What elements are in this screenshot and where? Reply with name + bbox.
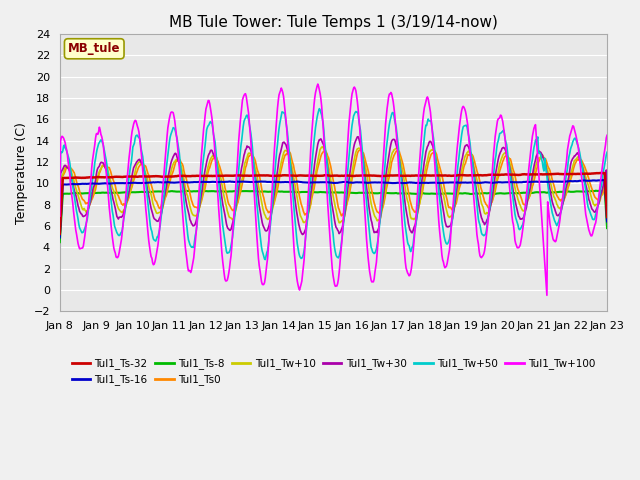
Tul1_Ts-32 <box>416 173 424 179</box>
Tul1_Tw+10 <box>178 165 186 170</box>
Line: Tul1_Tw+30: Tul1_Tw+30 <box>60 137 607 235</box>
Tul1_Ts-32 <box>400 173 408 179</box>
Tul1_Ts-16 <box>400 180 408 186</box>
Tul1_Tw+10 <box>335 220 343 226</box>
Tul1_Tw+30 <box>299 232 307 238</box>
Tul1_Tw+10 <box>604 210 611 216</box>
Title: MB Tule Tower: Tule Temps 1 (3/19/14-now): MB Tule Tower: Tule Temps 1 (3/19/14-now… <box>169 15 498 30</box>
Tul1_Ts-8 <box>416 191 424 196</box>
Tul1_Ts-16 <box>56 235 63 240</box>
Tul1_Ts-32 <box>66 175 74 181</box>
Tul1_Tw+10 <box>319 144 326 150</box>
Tul1_Ts-8 <box>56 240 63 245</box>
Tul1_Tw+10 <box>417 192 425 198</box>
Line: Tul1_Tw+50: Tul1_Tw+50 <box>60 108 607 260</box>
Tul1_Tw+30 <box>66 168 74 174</box>
Tul1_Tw+100 <box>207 106 214 111</box>
Tul1_Tw+30 <box>178 172 186 178</box>
Tul1_Ts-32 <box>597 170 605 176</box>
Tul1_Ts0 <box>122 201 130 206</box>
Tul1_Tw+50 <box>417 163 425 169</box>
Tul1_Ts-8 <box>604 225 611 231</box>
Tul1_Ts-8 <box>178 189 186 194</box>
Tul1_Tw+30 <box>355 134 362 140</box>
Line: Tul1_Ts-32: Tul1_Ts-32 <box>60 173 607 234</box>
Tul1_Ts-16 <box>122 180 130 186</box>
Tul1_Tw+30 <box>122 201 130 206</box>
Tul1_Ts-16 <box>416 180 424 186</box>
Tul1_Ts-16 <box>600 177 607 183</box>
Tul1_Tw+50 <box>401 224 409 229</box>
Tul1_Ts-16 <box>66 181 74 187</box>
Line: Tul1_Tw+100: Tul1_Tw+100 <box>60 84 607 295</box>
Tul1_Ts0 <box>66 166 74 171</box>
Tul1_Ts0 <box>207 162 214 168</box>
Text: MB_tule: MB_tule <box>68 42 120 55</box>
Tul1_Tw+100 <box>314 81 322 87</box>
Tul1_Tw+50 <box>316 106 323 111</box>
Tul1_Ts-32 <box>122 174 130 180</box>
Tul1_Tw+100 <box>604 132 611 138</box>
Tul1_Ts-8 <box>400 191 408 196</box>
Legend: Tul1_Ts-32, Tul1_Ts-16, Tul1_Ts-8, Tul1_Ts0, Tul1_Tw+10, Tul1_Tw+30, Tul1_Tw+50,: Tul1_Ts-32, Tul1_Ts-16, Tul1_Ts-8, Tul1_… <box>67 354 600 389</box>
Tul1_Ts0 <box>401 169 408 175</box>
Tul1_Tw+100 <box>401 250 408 256</box>
Tul1_Tw+100 <box>178 197 186 203</box>
Tul1_Tw+30 <box>604 206 611 212</box>
Tul1_Ts-32 <box>604 214 611 220</box>
Tul1_Tw+100 <box>66 171 74 177</box>
Tul1_Tw+30 <box>417 181 425 187</box>
Tul1_Ts-16 <box>604 218 611 224</box>
Tul1_Ts-8 <box>122 190 130 195</box>
Tul1_Ts0 <box>356 147 364 153</box>
Tul1_Tw+50 <box>178 174 186 180</box>
Tul1_Tw+100 <box>56 213 63 219</box>
Tul1_Ts-8 <box>207 188 214 194</box>
Line: Tul1_Tw+10: Tul1_Tw+10 <box>60 147 607 223</box>
Tul1_Ts-16 <box>178 179 186 185</box>
Tul1_Tw+10 <box>122 204 130 210</box>
Tul1_Ts0 <box>604 214 611 220</box>
Tul1_Tw+10 <box>207 156 214 162</box>
Tul1_Ts-16 <box>207 179 214 185</box>
Tul1_Tw+50 <box>604 149 611 155</box>
Tul1_Ts0 <box>417 195 424 201</box>
Y-axis label: Temperature (C): Temperature (C) <box>15 122 28 224</box>
Tul1_Tw+50 <box>66 159 74 165</box>
Tul1_Tw+30 <box>56 210 63 216</box>
Tul1_Tw+50 <box>122 201 130 206</box>
Line: Tul1_Ts-16: Tul1_Ts-16 <box>60 180 607 238</box>
Tul1_Tw+30 <box>401 202 409 208</box>
Tul1_Tw+100 <box>417 146 424 152</box>
Tul1_Tw+100 <box>543 292 551 298</box>
Tul1_Ts-8 <box>592 188 600 193</box>
Tul1_Tw+50 <box>56 221 63 227</box>
Tul1_Ts-32 <box>56 231 63 237</box>
Tul1_Tw+10 <box>66 165 74 170</box>
Tul1_Tw+50 <box>207 119 214 124</box>
Tul1_Tw+30 <box>207 148 214 154</box>
Tul1_Tw+10 <box>401 186 409 192</box>
Line: Tul1_Ts-8: Tul1_Ts-8 <box>60 191 607 242</box>
Tul1_Tw+100 <box>122 191 130 196</box>
Tul1_Ts-32 <box>178 173 186 179</box>
Tul1_Ts0 <box>56 216 63 222</box>
Tul1_Ts-32 <box>207 173 214 179</box>
Tul1_Tw+50 <box>262 257 269 263</box>
Tul1_Tw+10 <box>56 213 63 218</box>
Tul1_Ts-8 <box>66 191 74 196</box>
Tul1_Ts0 <box>178 160 186 166</box>
Line: Tul1_Ts0: Tul1_Ts0 <box>60 150 607 219</box>
